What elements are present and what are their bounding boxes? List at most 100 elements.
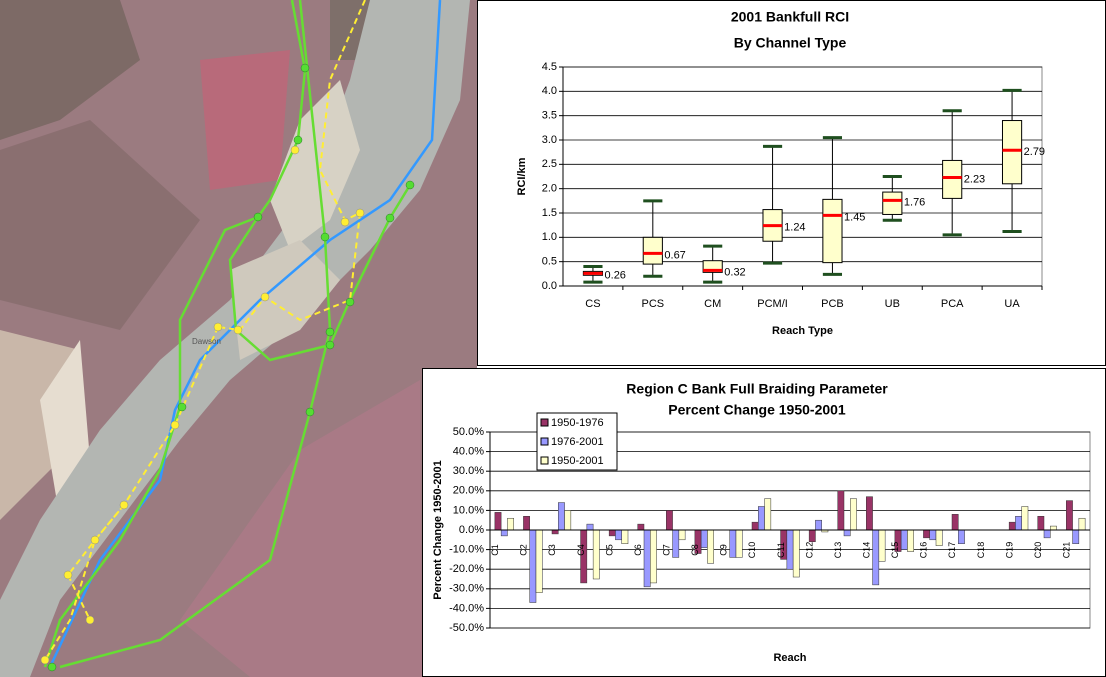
bar [1079, 518, 1085, 530]
y-tick-label: 3.0 [542, 134, 557, 146]
x-tick-label: C9 [719, 544, 729, 556]
node [301, 64, 309, 72]
data-label: 0.67 [664, 249, 685, 261]
x-tick-label: PCS [642, 298, 665, 310]
node [306, 408, 314, 416]
legend-label: 1976-2001 [551, 436, 604, 448]
y-tick-label: 3.5 [542, 110, 557, 122]
y-tick-label: 4.0 [542, 85, 557, 97]
bar [650, 530, 656, 583]
box [883, 192, 902, 214]
x-tick-label: C21 [1062, 542, 1072, 559]
node [214, 323, 222, 331]
bar [609, 530, 615, 536]
x-tick-label: C4 [576, 544, 586, 556]
node [254, 213, 262, 221]
field [200, 50, 290, 190]
bar [587, 524, 593, 530]
bar [765, 499, 771, 530]
legend-label: 1950-2001 [551, 455, 604, 467]
x-tick-label: C19 [1004, 542, 1014, 559]
bar [565, 510, 571, 530]
bar [958, 530, 964, 544]
y-axis-label: Percent Change 1950-2001 [432, 460, 444, 599]
y-tick-label: 1.0 [542, 231, 557, 243]
x-tick-label: PCB [821, 298, 844, 310]
bar [666, 510, 672, 530]
y-tick-label: 20.0% [453, 485, 484, 497]
x-tick-label: C14 [862, 542, 872, 559]
node [64, 571, 72, 579]
node [261, 293, 269, 301]
node [178, 403, 186, 411]
bar [495, 512, 501, 530]
node [386, 214, 394, 222]
bar-chart: Region C Bank Full Braiding ParameterPer… [422, 368, 1106, 677]
bar [736, 530, 742, 557]
y-tick-label: 0.0% [459, 524, 484, 536]
bar [644, 530, 650, 587]
bar [1050, 526, 1056, 530]
bar [838, 491, 844, 530]
y-tick-label: -20.0% [449, 563, 484, 575]
node [326, 341, 334, 349]
bar [501, 530, 507, 536]
bar [530, 530, 536, 603]
x-tick-label: C1 [490, 544, 500, 556]
bar [809, 530, 815, 542]
box [943, 160, 962, 198]
y-tick-label: 30.0% [453, 465, 484, 477]
x-tick-label: C7 [662, 544, 672, 556]
bar [638, 524, 644, 530]
y-tick-label: 0.5 [542, 256, 557, 268]
node [321, 233, 329, 241]
box [823, 199, 842, 262]
data-label: 2.79 [1024, 146, 1045, 158]
bar [707, 530, 713, 563]
node [48, 663, 56, 671]
y-tick-label: 2.0 [542, 183, 557, 195]
y-tick-label: 1.5 [542, 207, 557, 219]
data-label: 1.24 [784, 222, 805, 234]
node [86, 616, 94, 624]
bar [1015, 516, 1021, 530]
data-label: 0.26 [605, 269, 626, 281]
data-label: 0.32 [724, 266, 745, 278]
bar [593, 530, 599, 579]
node [346, 298, 354, 306]
legend-swatch [541, 438, 548, 445]
chart-subtitle: By Channel Type [734, 35, 847, 51]
bar [1009, 522, 1015, 530]
bar [923, 530, 929, 538]
x-tick-label: C15 [890, 542, 900, 559]
map-label: Dawson [192, 337, 221, 346]
bar [679, 530, 685, 540]
bar [844, 530, 850, 536]
bar [1038, 516, 1044, 530]
x-axis-label: Reach [773, 652, 806, 664]
node [41, 656, 49, 664]
bar [615, 530, 621, 540]
bar [793, 530, 799, 577]
x-tick-label: PCM/I [757, 298, 788, 310]
bar [552, 530, 558, 534]
bar [866, 497, 872, 530]
node [171, 421, 179, 429]
x-tick-label: C3 [547, 544, 557, 556]
bar [752, 522, 758, 530]
x-tick-label: C12 [804, 542, 814, 559]
x-tick-label: PCA [941, 298, 964, 310]
y-tick-label: 4.5 [542, 61, 557, 73]
chart-subtitle: Percent Change 1950-2001 [668, 402, 846, 418]
x-tick-label: UA [1004, 298, 1020, 310]
bar [1066, 501, 1072, 530]
bar [930, 530, 936, 540]
bar [730, 530, 736, 557]
bar [850, 499, 856, 530]
bar [901, 530, 907, 550]
bar [1044, 530, 1050, 538]
node [234, 326, 242, 334]
x-tick-label: C18 [976, 542, 986, 559]
data-label: 2.23 [964, 173, 985, 185]
